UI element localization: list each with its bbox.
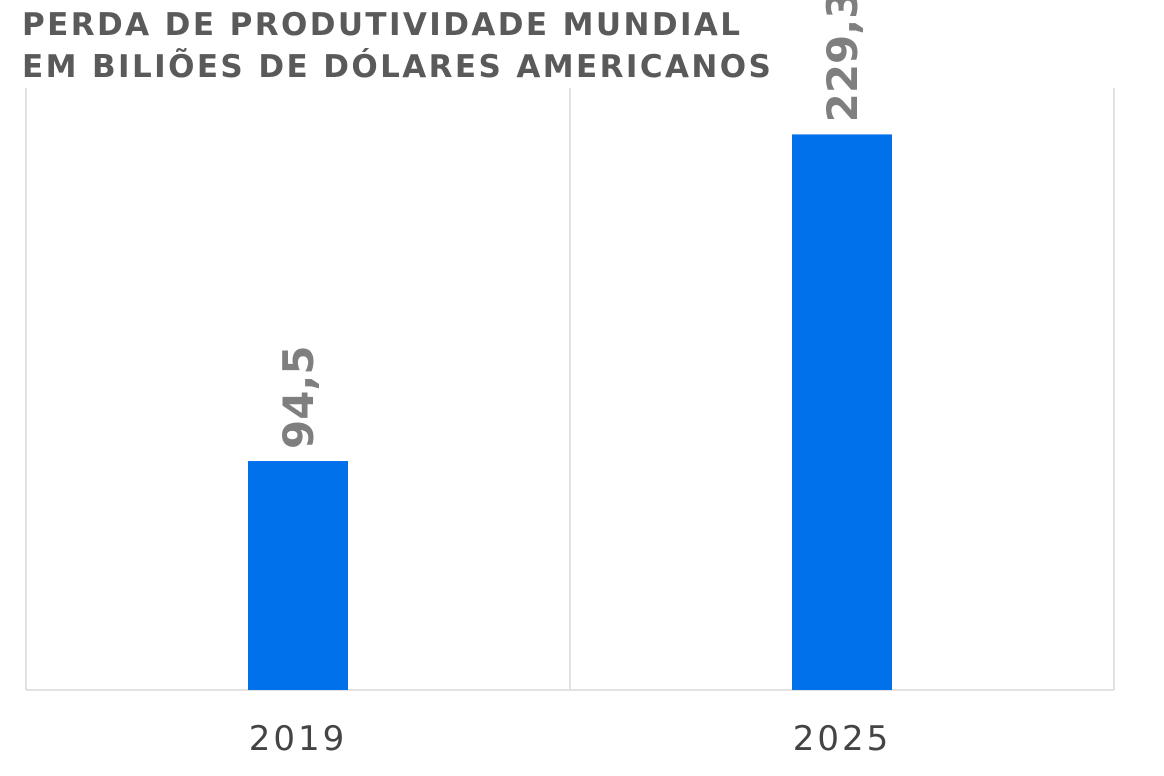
x-tick-label-2019: 2019 <box>249 719 348 759</box>
chart-title-line-1: PERDA DE PRODUTIVIDADE MUNDIAL <box>22 7 743 43</box>
bar-2025 <box>792 134 892 690</box>
x-tick-label-2025: 2025 <box>793 719 892 759</box>
bar-2019 <box>248 461 348 690</box>
data-label-2025: 229,3 <box>818 0 867 122</box>
data-label-2019: 94,5 <box>274 345 323 449</box>
chart-title-line-2: EM BILIÕES DE DÓLARES AMERICANOS <box>22 49 774 85</box>
chart-title: PERDA DE PRODUTIVIDADE MUNDIAL EM BILIÕE… <box>22 4 773 88</box>
